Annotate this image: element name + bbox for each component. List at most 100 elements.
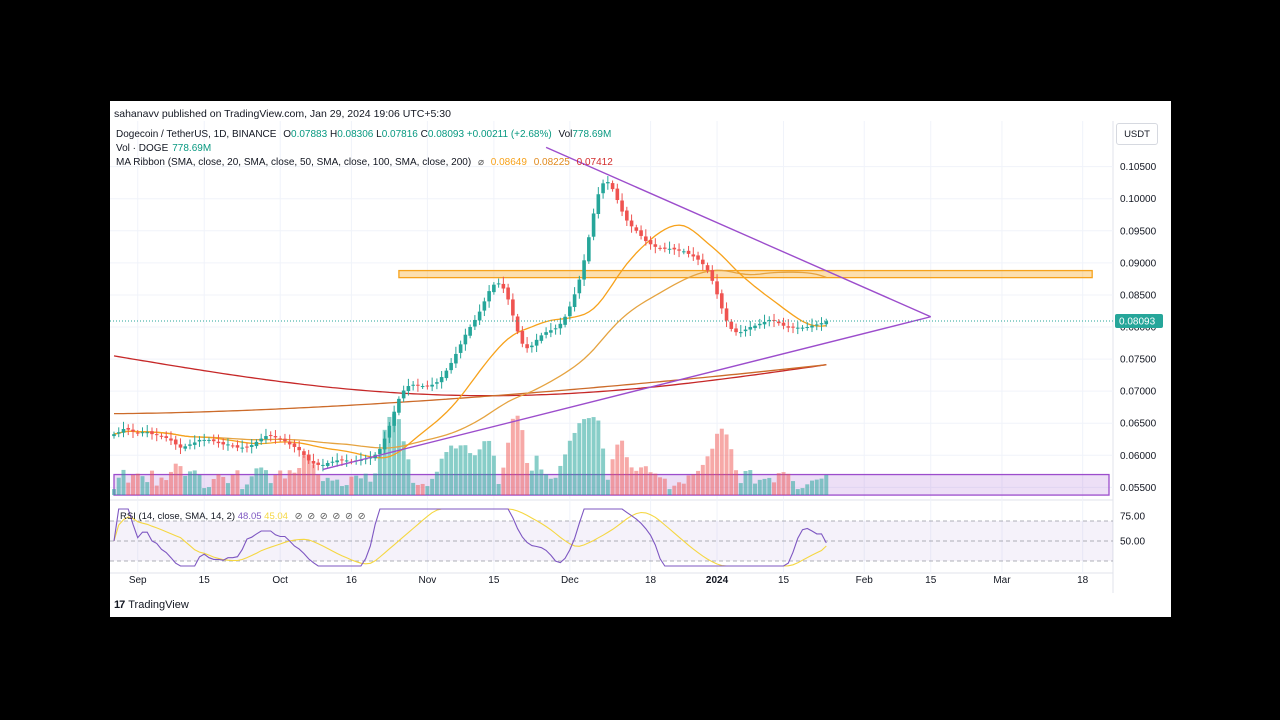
chart-legend: Dogecoin / TetherUS, 1D, BINANCE O0.0788…: [116, 128, 613, 170]
volume-bar: [791, 481, 796, 496]
time-tick-label: Sep: [129, 575, 147, 586]
candle-body: [135, 432, 140, 434]
rsi-settings-icon[interactable]: ⊘ ⊘ ⊘ ⊘ ⊘ ⊘: [294, 511, 367, 522]
candle-body: [397, 398, 401, 413]
volume-bar: [772, 482, 777, 496]
volume-bar: [715, 433, 720, 496]
ma-ribbon-label[interactable]: MA Ribbon (SMA, close, 20, SMA, close, 5…: [116, 157, 472, 168]
candle-body: [734, 328, 738, 333]
high-value: 0.08306: [337, 129, 374, 140]
volume-bar: [596, 420, 601, 496]
eye-icon[interactable]: ⌀: [477, 157, 484, 168]
volume-bar: [311, 464, 316, 496]
volume-bar: [159, 477, 164, 496]
candle-body: [439, 377, 444, 383]
candle-body: [344, 460, 349, 462]
ma-value-3: 0.07412: [576, 157, 613, 168]
price-tick-label: 0.09500: [1120, 226, 1157, 237]
volume-bar: [116, 477, 121, 496]
volume-bar: [221, 476, 226, 496]
volume-bar: [805, 484, 810, 496]
candle-body: [330, 461, 335, 463]
ma-100-line: [114, 364, 827, 415]
candle-body: [710, 270, 715, 281]
volume-bar: [643, 466, 648, 496]
time-tick-label: Oct: [272, 575, 288, 586]
volume-bar: [662, 478, 667, 496]
tradingview-brand: 17 TradingView: [114, 599, 189, 611]
volume-bar: [648, 472, 653, 496]
vol-value: 778.69M: [572, 129, 612, 140]
volume-bar: [268, 483, 273, 496]
publisher-line: sahanavv published on TradingView.com, J…: [114, 108, 451, 120]
candle-body: [686, 250, 691, 254]
volume-bar: [278, 470, 283, 496]
candle-body: [140, 432, 145, 434]
candle-body: [525, 344, 529, 349]
candle-body: [757, 323, 762, 326]
volume-label[interactable]: Vol · DOGE: [116, 143, 169, 154]
high-label: H: [329, 129, 338, 140]
candle-body: [634, 227, 639, 231]
volume-bar: [149, 470, 154, 496]
time-tick-label: 15: [488, 575, 500, 586]
price-tick-label: 0.10000: [1120, 194, 1157, 205]
candle-body: [610, 183, 615, 190]
price-tick-label: 0.08500: [1120, 290, 1157, 301]
volume-bar: [468, 453, 473, 496]
rsi-label[interactable]: RSI (14, close, SMA, 14, 2): [120, 511, 236, 522]
ma-value-2: 0.08225: [533, 157, 570, 168]
candle-body: [639, 230, 643, 236]
volume-bar: [206, 487, 211, 496]
volume-bar: [610, 459, 615, 496]
candle-body: [221, 442, 226, 445]
volume-bar: [263, 470, 268, 496]
low-value: 0.07816: [381, 129, 418, 140]
candle-body: [378, 448, 382, 455]
volume-bar: [439, 458, 444, 496]
candle-body: [316, 462, 320, 465]
time-tick-label: 2024: [706, 575, 729, 586]
candle-body: [211, 439, 216, 442]
candle-body: [625, 210, 629, 221]
candle-body: [795, 327, 800, 329]
triangle-upper-trendline: [545, 146, 932, 318]
candle-body: [392, 411, 396, 426]
volume-bar: [743, 471, 748, 496]
candle-body: [382, 438, 387, 450]
candle-body: [539, 335, 544, 341]
candle-body: [202, 439, 207, 441]
candle-body: [596, 194, 601, 214]
candle-body: [416, 384, 420, 386]
volume-bar: [786, 473, 791, 496]
volume-bar: [197, 474, 202, 496]
candle-body: [501, 283, 506, 289]
price-chart[interactable]: 0.10500 0.10000 0.09500 0.09000 0.08500 0.080…: [110, 101, 1171, 617]
volume-bar: [126, 482, 131, 496]
candle-body: [587, 237, 591, 262]
volume-bar: [358, 478, 363, 496]
candle-body: [164, 436, 169, 438]
candle-body: [454, 353, 458, 364]
candle-body: [738, 332, 743, 334]
candle-body: [553, 328, 558, 330]
volume-bar: [335, 479, 340, 496]
volume-bar: [192, 470, 197, 496]
candle-body: [297, 446, 301, 451]
candle-body: [814, 324, 819, 326]
volume-bar: [225, 483, 230, 496]
volume-bar: [700, 464, 705, 496]
volume-bar: [691, 474, 696, 496]
currency-button[interactable]: USDT: [1116, 123, 1158, 145]
volume-bar: [767, 477, 772, 496]
candle-body: [558, 323, 563, 329]
volume-bar: [710, 448, 715, 496]
candle-body: [425, 385, 430, 387]
candle-body: [420, 386, 425, 388]
symbol-name[interactable]: Dogecoin / TetherUS, 1D, BINANCE: [116, 129, 277, 140]
chart-frame: 0.10500 0.10000 0.09500 0.09000 0.08500 0.080…: [110, 101, 1171, 617]
volume-bar: [325, 477, 330, 496]
rsi-legend: RSI (14, close, SMA, 14, 2) 48.05 45.04 …: [120, 511, 367, 522]
candle-body: [473, 319, 477, 327]
candle-body: [753, 325, 757, 329]
